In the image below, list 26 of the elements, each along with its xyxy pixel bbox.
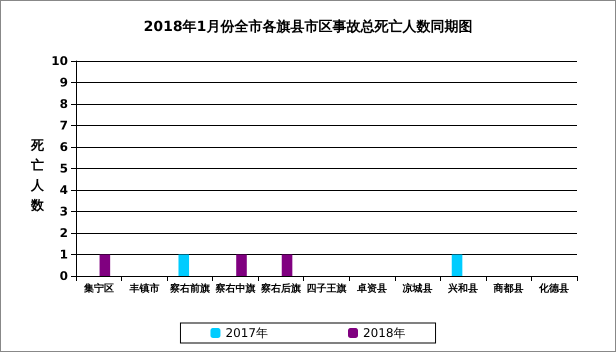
y-tick-label: 2	[60, 226, 68, 240]
y-tick-label: 10	[51, 54, 68, 68]
x-tick-label: 丰镇市	[128, 282, 160, 294]
y-tick-label: 0	[60, 269, 68, 283]
y-axis-title: 死亡人数	[30, 138, 45, 214]
y-tick-label: 8	[60, 97, 68, 111]
x-tick-label: 察右前旗	[168, 282, 210, 294]
x-tick-label: 四子王旗	[306, 282, 346, 294]
y-tick-label: 4	[60, 183, 68, 197]
y-tick-label: 5	[60, 162, 68, 176]
legend-label: 2018年	[363, 326, 406, 340]
x-tick-label: 察右后旗	[260, 282, 301, 294]
chart-title: 2018年1月份全市各旗县市区事故总死亡人数同期图	[144, 18, 472, 35]
x-tick-label: 化德县	[538, 282, 570, 294]
x-tick-label: 兴和县	[447, 282, 478, 294]
x-tick-label: 商都县	[492, 282, 524, 294]
x-tick-label: 卓资县	[356, 282, 388, 294]
x-tick-label: 察右中旗	[214, 282, 256, 294]
y-tick-label: 3	[60, 204, 68, 218]
x-tick-label: 凉城县	[402, 282, 433, 294]
y-tick-label: 1	[60, 248, 68, 262]
y-tick-label: 7	[60, 118, 68, 132]
y-tick-label: 9	[60, 76, 68, 90]
legend-label: 2017年	[225, 326, 268, 340]
x-tick-label: 集宁区	[82, 282, 114, 294]
y-tick-label: 6	[60, 140, 68, 154]
